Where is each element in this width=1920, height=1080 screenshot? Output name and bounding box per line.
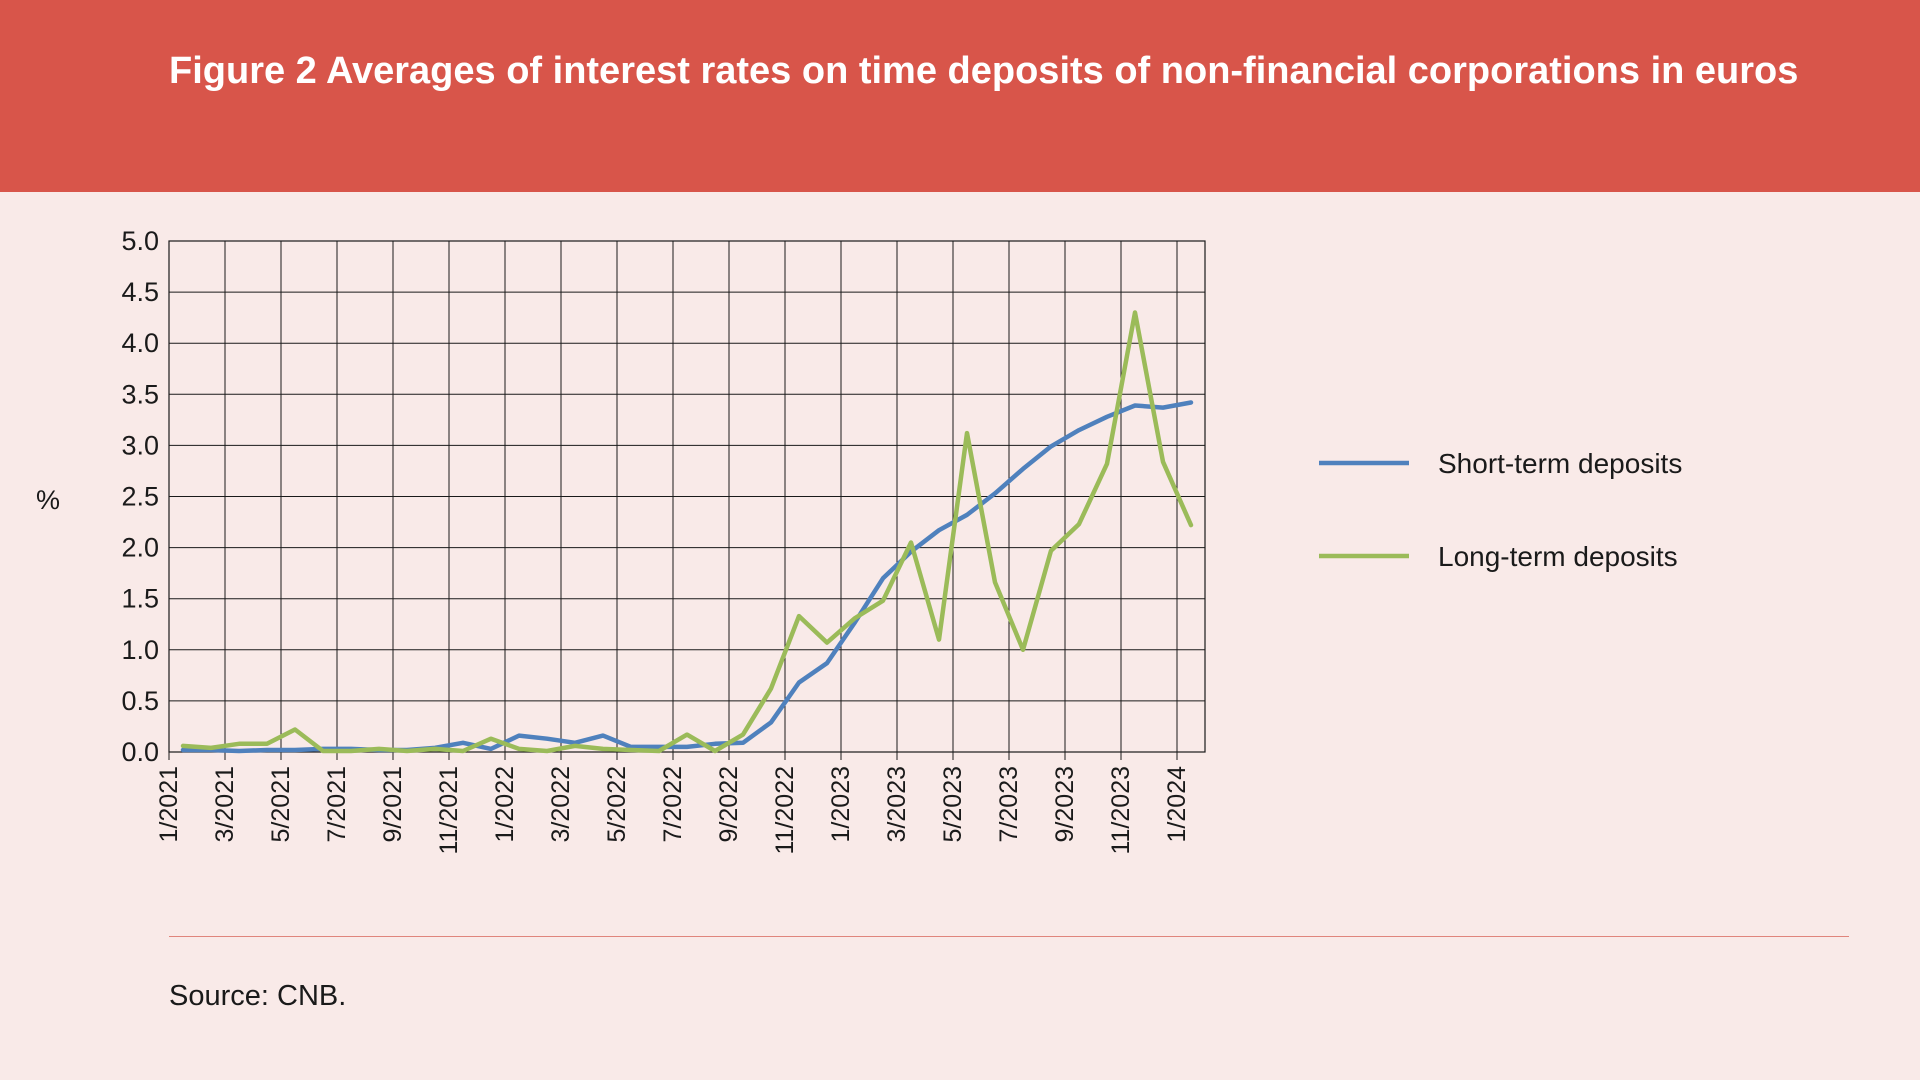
footer-divider [169, 936, 1849, 937]
x-tick-label: 3/2022 [547, 766, 575, 842]
axes: 0.0 0.5 1.0 1.5 2.0 2.5 3.0 3.5 4.0 4.5 5.0 1/2021 3… [121, 226, 1191, 855]
y-tick-label: 4.0 [121, 328, 159, 358]
x-tick-label: 7/2023 [995, 766, 1023, 842]
figure-title: Figure 2 Averages of interest rates on t… [169, 50, 1799, 92]
x-tick-label: 7/2022 [659, 766, 687, 842]
y-tick-label: 4.5 [121, 277, 159, 307]
series-lines [180, 310, 1194, 754]
y-tick-label: 5.0 [121, 226, 159, 256]
y-axis-label: % [36, 485, 60, 515]
x-tick-label: 9/2021 [379, 766, 407, 842]
series-line-short-term [180, 400, 1194, 754]
y-tick-label: 1.0 [121, 635, 159, 665]
x-tick-label: 1/2021 [155, 766, 183, 842]
y-tick-label: 3.5 [121, 379, 159, 409]
legend-label: Short-term deposits [1438, 448, 1682, 479]
x-tick-label: 9/2023 [1051, 766, 1079, 842]
legend: Short-term deposits Long-term deposits [1319, 448, 1682, 572]
x-tick-label: 9/2022 [715, 766, 743, 842]
y-tick-label: 0.0 [121, 737, 159, 767]
x-tick-label: 5/2021 [267, 766, 295, 842]
x-tick-label: 1/2023 [827, 766, 855, 842]
source-note: Source: CNB. [169, 980, 347, 1012]
legend-label: Long-term deposits [1438, 541, 1678, 572]
y-tick-label: 2.0 [121, 533, 159, 563]
grid [168, 240, 1206, 753]
y-tick-label: 0.5 [121, 686, 159, 716]
x-tick-label: 3/2023 [883, 766, 911, 842]
series-line-long-term [180, 310, 1194, 754]
y-tick-label: 1.5 [121, 584, 159, 614]
x-tick-label: 11/2022 [771, 766, 799, 855]
x-tick-label: 5/2022 [603, 766, 631, 842]
x-tick-label: 11/2021 [435, 766, 463, 855]
x-tick-label: 7/2021 [323, 766, 351, 842]
x-tick-label: 3/2021 [211, 766, 239, 842]
x-tick-label: 5/2023 [939, 766, 967, 842]
x-tick-label: 11/2023 [1107, 766, 1135, 855]
y-tick-label: 3.0 [121, 430, 159, 460]
y-tick-label: 2.5 [121, 482, 159, 512]
title-banner: Figure 2 Averages of interest rates on t… [0, 0, 1920, 192]
x-tick-label: 1/2024 [1163, 766, 1191, 843]
x-tick-label: 1/2022 [491, 766, 519, 842]
plot-frame [168, 240, 1206, 753]
